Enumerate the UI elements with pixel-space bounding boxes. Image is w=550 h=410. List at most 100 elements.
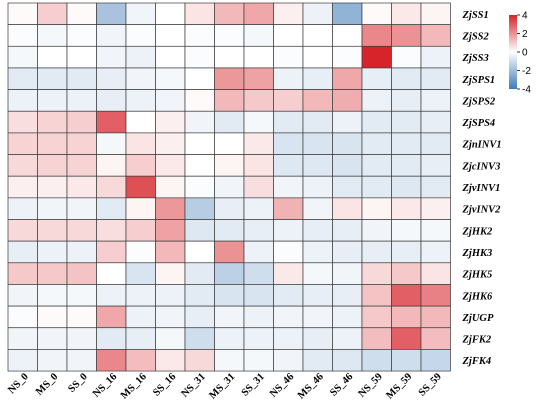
heatmap-cell xyxy=(37,154,68,177)
heatmap-cell xyxy=(125,89,156,112)
heatmap-cell xyxy=(66,67,97,90)
heatmap-cell xyxy=(7,110,38,134)
heatmap-cell xyxy=(332,284,363,307)
heatmap-cell xyxy=(155,305,186,329)
row-label: ZjvINV1 xyxy=(462,183,501,194)
heatmap-cell xyxy=(332,175,363,199)
heatmap-cell xyxy=(125,45,156,69)
heatmap-cell xyxy=(125,262,156,285)
heatmap-cell xyxy=(155,175,186,199)
heatmap-cell xyxy=(155,284,186,307)
heatmap-cell xyxy=(7,24,38,47)
heatmap-cell xyxy=(184,327,215,350)
heatmap-cell xyxy=(332,45,363,69)
heatmap-cell xyxy=(420,154,451,177)
heatmap-cell xyxy=(391,45,422,69)
heatmap-cell xyxy=(332,327,363,350)
heatmap-cell xyxy=(420,2,451,25)
heatmap-cell xyxy=(37,110,68,134)
heatmap-cell xyxy=(420,132,451,155)
heatmap-cell xyxy=(420,175,451,199)
heatmap-cell xyxy=(37,197,68,220)
heatmap-cell xyxy=(361,305,392,329)
heatmap-cell xyxy=(420,24,451,47)
column-label: SS_46 xyxy=(328,371,355,398)
heatmap-cell xyxy=(155,132,186,155)
heatmap-cell xyxy=(243,219,274,242)
heatmap-cell xyxy=(37,349,68,372)
heatmap-cell xyxy=(361,284,392,307)
heatmap-cell xyxy=(332,89,363,112)
heatmap-cell xyxy=(96,24,127,47)
heatmap-cell xyxy=(273,219,304,242)
heatmap-cell xyxy=(361,240,392,264)
heatmap-cell xyxy=(302,45,333,69)
heatmap-cell xyxy=(7,327,38,350)
heatmap-cell xyxy=(332,110,363,134)
heatmap-cell xyxy=(125,240,156,264)
heatmap-cell xyxy=(155,24,186,47)
heatmap-cell xyxy=(184,197,215,220)
heatmap-cell xyxy=(184,24,215,47)
row-label: ZjcINV3 xyxy=(462,161,501,172)
heatmap-cell xyxy=(273,110,304,134)
heatmap-cell xyxy=(273,349,304,372)
heatmap-cell xyxy=(243,24,274,47)
heatmap-cell xyxy=(302,132,333,155)
column-label: NS_16 xyxy=(91,371,119,399)
heatmap-cell xyxy=(96,45,127,69)
heatmap-cell xyxy=(420,110,451,134)
heatmap-cell xyxy=(7,175,38,199)
heatmap-cell xyxy=(184,305,215,329)
row-label: ZjHK3 xyxy=(462,248,493,259)
heatmap-cell xyxy=(391,154,422,177)
heatmap-cell xyxy=(155,262,186,285)
heatmap-cell xyxy=(332,24,363,47)
heatmap-cell xyxy=(184,67,215,90)
column-label: SS_31 xyxy=(240,371,267,398)
heatmap-cell xyxy=(66,2,97,25)
heatmap-cell xyxy=(184,45,215,69)
heatmap-cell xyxy=(214,154,245,177)
heatmap-cell xyxy=(273,132,304,155)
heatmap-cell xyxy=(125,284,156,307)
heatmap-cell xyxy=(155,349,186,372)
heatmap-cell xyxy=(214,240,245,264)
heatmap-cell xyxy=(7,349,38,372)
heatmap-cell xyxy=(243,89,274,112)
heatmap-cell xyxy=(243,240,274,264)
heatmap-cell xyxy=(361,175,392,199)
heatmap-cell xyxy=(125,197,156,220)
heatmap-cell xyxy=(66,197,97,220)
heatmap-cell xyxy=(361,197,392,220)
heatmap-cell xyxy=(391,262,422,285)
heatmap-cell xyxy=(391,197,422,220)
column-label: SS_0 xyxy=(66,371,89,394)
column-label: NS_31 xyxy=(179,371,207,399)
heatmap-cell xyxy=(302,305,333,329)
colorbar-tick-label: 2 xyxy=(522,29,528,40)
heatmap-cell xyxy=(302,262,333,285)
heatmap-cell xyxy=(125,2,156,25)
colorbar-tick-label: -4 xyxy=(522,85,531,96)
heatmap-cell xyxy=(243,349,274,372)
heatmap-cell xyxy=(125,305,156,329)
heatmap-cell xyxy=(302,349,333,372)
heatmap-cell xyxy=(96,305,127,329)
row-label: ZjHK2 xyxy=(462,226,494,237)
row-label: ZjSPS1 xyxy=(462,75,496,86)
column-labels: NS_0 MS_0 SS_0 NS_16 MS_16 SS_16 NS_31 MS_31 SS_… xyxy=(6,371,444,401)
heatmap-cell xyxy=(214,24,245,47)
heatmap-cell xyxy=(184,2,215,25)
heatmap-cell xyxy=(243,197,274,220)
heatmap-cell xyxy=(391,24,422,47)
heatmap-cell xyxy=(155,2,186,25)
heatmap-cell xyxy=(7,2,38,25)
row-label: ZjFK4 xyxy=(462,356,492,367)
heatmap-cell xyxy=(96,284,127,307)
heatmap-cell xyxy=(155,327,186,350)
heatmap-cell xyxy=(302,89,333,112)
heatmap-cell xyxy=(332,240,363,264)
heatmap-cell xyxy=(302,240,333,264)
